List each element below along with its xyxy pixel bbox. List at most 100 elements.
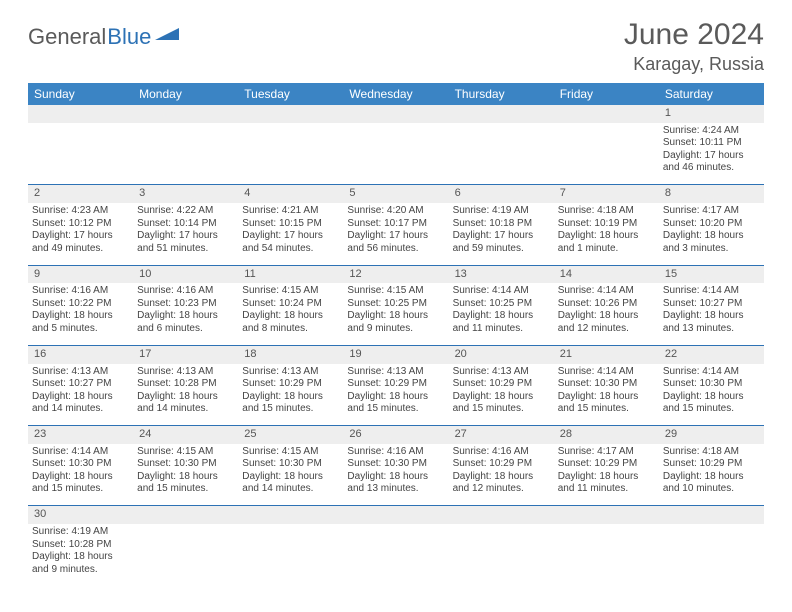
day-info-line: Sunrise: 4:15 AM <box>242 285 339 298</box>
day-detail-cell: Sunrise: 4:15 AMSunset: 10:30 PMDaylight… <box>238 444 343 506</box>
day-info-line: Sunrise: 4:18 AM <box>558 205 655 218</box>
day-info-line: Daylight: 18 hours and 5 minutes. <box>32 310 129 335</box>
day-info: Sunrise: 4:22 AMSunset: 10:14 PMDaylight… <box>137 205 234 255</box>
day-info-line: Sunset: 10:26 PM <box>558 298 655 311</box>
day-info-line: Sunrise: 4:16 AM <box>347 446 444 459</box>
day-info: Sunrise: 4:15 AMSunset: 10:24 PMDaylight… <box>242 285 339 335</box>
day-detail-cell <box>449 524 554 586</box>
day-info-line: Sunset: 10:18 PM <box>453 218 550 231</box>
day-info-line: Sunrise: 4:13 AM <box>242 366 339 379</box>
day-info-line: Daylight: 18 hours and 15 minutes. <box>453 391 550 416</box>
day-info-line: Daylight: 18 hours and 13 minutes. <box>347 471 444 496</box>
weekday-header: Friday <box>554 83 659 105</box>
day-info: Sunrise: 4:19 AMSunset: 10:18 PMDaylight… <box>453 205 550 255</box>
day-info-line: Sunset: 10:15 PM <box>242 218 339 231</box>
day-info-line: Sunset: 10:11 PM <box>663 137 760 150</box>
day-detail-cell: Sunrise: 4:13 AMSunset: 10:27 PMDaylight… <box>28 364 133 426</box>
day-number-cell: 15 <box>659 265 764 283</box>
day-info: Sunrise: 4:15 AMSunset: 10:25 PMDaylight… <box>347 285 444 335</box>
day-info-line: Daylight: 17 hours and 56 minutes. <box>347 230 444 255</box>
day-info: Sunrise: 4:14 AMSunset: 10:30 PMDaylight… <box>663 366 760 416</box>
day-info-line: Sunset: 10:30 PM <box>663 378 760 391</box>
day-info: Sunrise: 4:16 AMSunset: 10:29 PMDaylight… <box>453 446 550 496</box>
day-number-cell: 1 <box>659 105 764 123</box>
day-info-line: Daylight: 18 hours and 15 minutes. <box>663 391 760 416</box>
day-info-line: Daylight: 18 hours and 14 minutes. <box>32 391 129 416</box>
day-info-line: Sunrise: 4:24 AM <box>663 125 760 138</box>
day-info-line: Daylight: 18 hours and 14 minutes. <box>242 471 339 496</box>
day-number-cell <box>28 105 133 123</box>
day-detail-cell: Sunrise: 4:19 AMSunset: 10:28 PMDaylight… <box>28 524 133 586</box>
day-number-cell: 19 <box>343 345 448 363</box>
day-info-line: Sunset: 10:17 PM <box>347 218 444 231</box>
day-info-line: Daylight: 18 hours and 11 minutes. <box>558 471 655 496</box>
day-number-cell <box>659 506 764 524</box>
day-number-cell: 28 <box>554 426 659 444</box>
day-info-line: Sunset: 10:20 PM <box>663 218 760 231</box>
day-info-line: Sunset: 10:25 PM <box>453 298 550 311</box>
day-detail-row: Sunrise: 4:24 AMSunset: 10:11 PMDaylight… <box>28 123 764 185</box>
day-info: Sunrise: 4:24 AMSunset: 10:11 PMDaylight… <box>663 125 760 175</box>
day-detail-cell <box>449 123 554 185</box>
day-info-line: Sunrise: 4:21 AM <box>242 205 339 218</box>
day-number-row: 30 <box>28 506 764 524</box>
day-info-line: Sunrise: 4:16 AM <box>453 446 550 459</box>
logo-text-blue: Blue <box>107 24 151 50</box>
day-info-line: Sunrise: 4:13 AM <box>453 366 550 379</box>
day-number-cell: 10 <box>133 265 238 283</box>
day-number-cell: 13 <box>449 265 554 283</box>
day-info: Sunrise: 4:13 AMSunset: 10:29 PMDaylight… <box>242 366 339 416</box>
day-number-cell <box>449 105 554 123</box>
day-detail-cell <box>133 524 238 586</box>
day-detail-cell: Sunrise: 4:14 AMSunset: 10:30 PMDaylight… <box>554 364 659 426</box>
location: Karagay, Russia <box>624 54 764 75</box>
day-info-line: Sunset: 10:29 PM <box>347 378 444 391</box>
day-number-cell: 5 <box>343 185 448 203</box>
day-info-line: Daylight: 18 hours and 15 minutes. <box>242 391 339 416</box>
day-info: Sunrise: 4:14 AMSunset: 10:27 PMDaylight… <box>663 285 760 335</box>
day-number-cell <box>133 105 238 123</box>
weekday-header-row: SundayMondayTuesdayWednesdayThursdayFrid… <box>28 83 764 105</box>
day-info-line: Sunrise: 4:14 AM <box>558 366 655 379</box>
day-detail-cell: Sunrise: 4:20 AMSunset: 10:17 PMDaylight… <box>343 203 448 265</box>
day-info-line: Sunrise: 4:13 AM <box>32 366 129 379</box>
day-info-line: Daylight: 18 hours and 12 minutes. <box>453 471 550 496</box>
day-number-cell <box>238 105 343 123</box>
weekday-header: Tuesday <box>238 83 343 105</box>
day-number-cell <box>343 506 448 524</box>
day-detail-cell: Sunrise: 4:17 AMSunset: 10:29 PMDaylight… <box>554 444 659 506</box>
day-info: Sunrise: 4:19 AMSunset: 10:28 PMDaylight… <box>32 526 129 576</box>
day-info-line: Sunrise: 4:18 AM <box>663 446 760 459</box>
day-detail-cell: Sunrise: 4:14 AMSunset: 10:30 PMDaylight… <box>659 364 764 426</box>
day-info-line: Sunset: 10:30 PM <box>558 378 655 391</box>
day-detail-cell: Sunrise: 4:16 AMSunset: 10:23 PMDaylight… <box>133 283 238 345</box>
day-number-cell: 22 <box>659 345 764 363</box>
day-detail-cell: Sunrise: 4:16 AMSunset: 10:22 PMDaylight… <box>28 283 133 345</box>
day-info-line: Sunset: 10:25 PM <box>347 298 444 311</box>
day-detail-cell: Sunrise: 4:15 AMSunset: 10:30 PMDaylight… <box>133 444 238 506</box>
day-info: Sunrise: 4:14 AMSunset: 10:25 PMDaylight… <box>453 285 550 335</box>
day-info-line: Sunrise: 4:23 AM <box>32 205 129 218</box>
day-detail-cell: Sunrise: 4:21 AMSunset: 10:15 PMDaylight… <box>238 203 343 265</box>
weekday-header: Monday <box>133 83 238 105</box>
day-number-cell: 6 <box>449 185 554 203</box>
day-info: Sunrise: 4:13 AMSunset: 10:28 PMDaylight… <box>137 366 234 416</box>
day-info-line: Sunset: 10:24 PM <box>242 298 339 311</box>
day-number-cell: 17 <box>133 345 238 363</box>
day-info-line: Sunrise: 4:19 AM <box>453 205 550 218</box>
day-number-cell: 25 <box>238 426 343 444</box>
day-detail-cell: Sunrise: 4:14 AMSunset: 10:30 PMDaylight… <box>28 444 133 506</box>
day-number-cell: 20 <box>449 345 554 363</box>
day-info-line: Sunrise: 4:14 AM <box>663 285 760 298</box>
day-detail-cell: Sunrise: 4:13 AMSunset: 10:29 PMDaylight… <box>238 364 343 426</box>
day-detail-cell <box>238 123 343 185</box>
day-info-line: Daylight: 18 hours and 15 minutes. <box>32 471 129 496</box>
day-detail-row: Sunrise: 4:19 AMSunset: 10:28 PMDaylight… <box>28 524 764 586</box>
day-number-cell: 18 <box>238 345 343 363</box>
weekday-header: Wednesday <box>343 83 448 105</box>
day-number-cell <box>238 506 343 524</box>
day-info-line: Sunset: 10:23 PM <box>137 298 234 311</box>
day-info-line: Sunset: 10:30 PM <box>32 458 129 471</box>
day-detail-cell: Sunrise: 4:15 AMSunset: 10:24 PMDaylight… <box>238 283 343 345</box>
day-detail-cell: Sunrise: 4:23 AMSunset: 10:12 PMDaylight… <box>28 203 133 265</box>
